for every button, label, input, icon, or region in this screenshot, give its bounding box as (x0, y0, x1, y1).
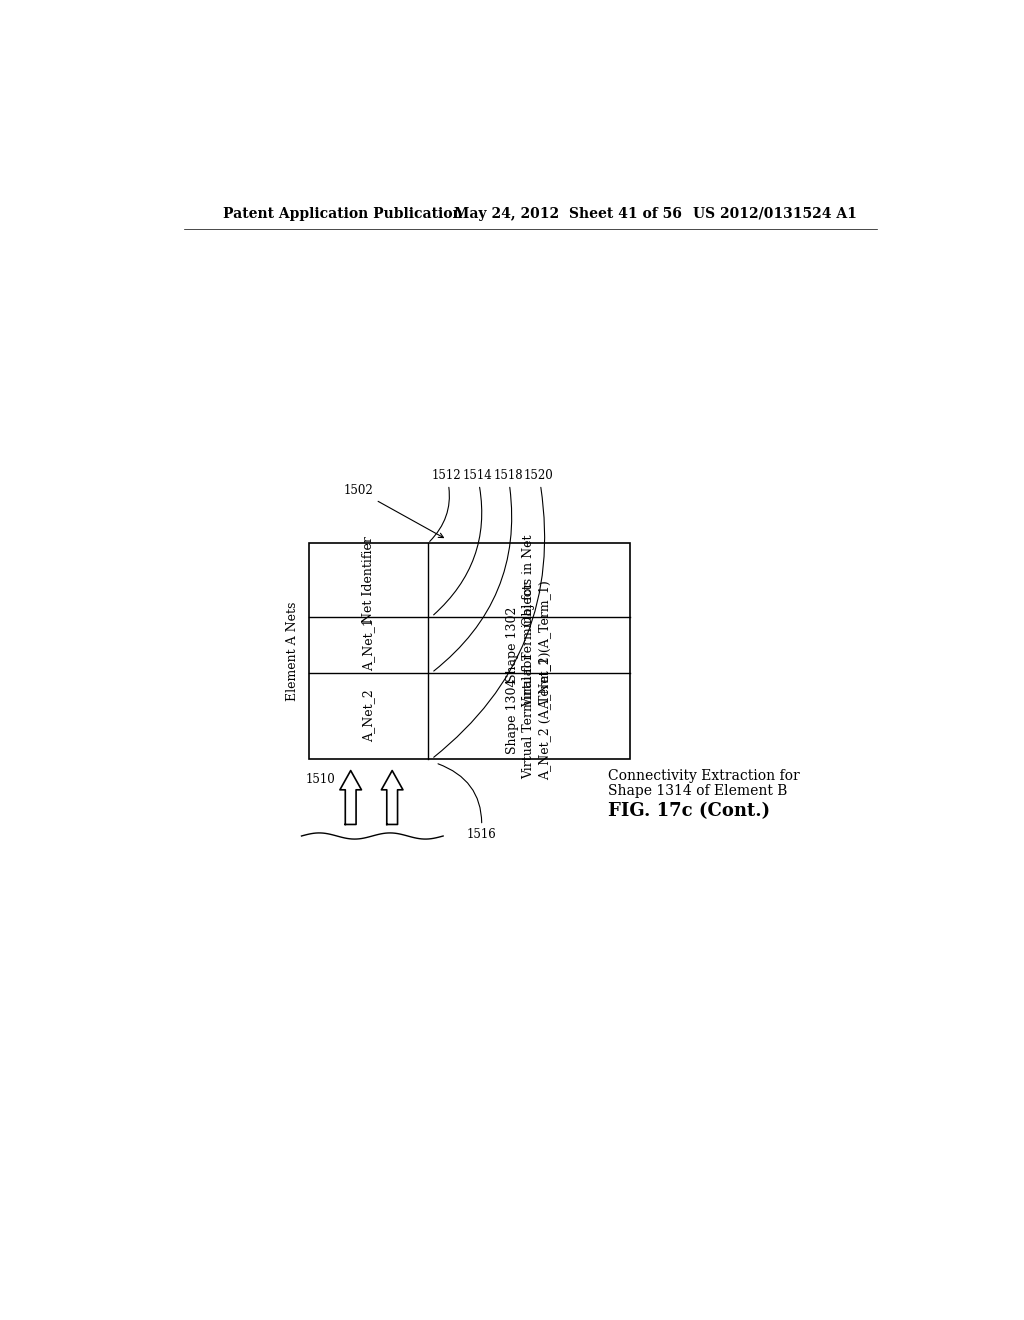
Text: Net Identifier: Net Identifier (361, 537, 375, 623)
Text: Patent Application Publication: Patent Application Publication (223, 207, 463, 220)
Text: Sheet 41 of 56: Sheet 41 of 56 (569, 207, 682, 220)
Text: A_Net_2: A_Net_2 (361, 689, 375, 742)
Text: 1510: 1510 (305, 774, 335, 785)
Text: Shape 1304
Virtual Terminal for
A_Net_2 (A_Term_2): Shape 1304 Virtual Terminal for A_Net_2 … (506, 652, 551, 780)
Text: US 2012/0131524 A1: US 2012/0131524 A1 (692, 207, 856, 220)
Text: Shape 1302
Virtual Terminal for
A_Net_1 (A_Term_1): Shape 1302 Virtual Terminal for A_Net_1 … (506, 581, 551, 709)
Text: A_Net_1: A_Net_1 (361, 618, 375, 671)
Text: 1518: 1518 (434, 469, 523, 671)
Text: 1516: 1516 (438, 764, 496, 841)
Text: FIG. 17c (Cont.): FIG. 17c (Cont.) (608, 803, 770, 820)
Text: Element A Nets: Element A Nets (286, 602, 299, 701)
Text: Shape 1314 of Element B: Shape 1314 of Element B (608, 784, 787, 799)
Text: 1514: 1514 (433, 469, 493, 615)
Text: 1502: 1502 (344, 484, 443, 537)
Text: 1520: 1520 (434, 469, 554, 758)
Bar (309, 544, 630, 759)
Text: 1512: 1512 (430, 469, 461, 541)
Text: Connectivity Extraction for: Connectivity Extraction for (608, 770, 800, 783)
Text: Objects in Net: Objects in Net (522, 535, 536, 626)
Text: May 24, 2012: May 24, 2012 (454, 207, 559, 220)
